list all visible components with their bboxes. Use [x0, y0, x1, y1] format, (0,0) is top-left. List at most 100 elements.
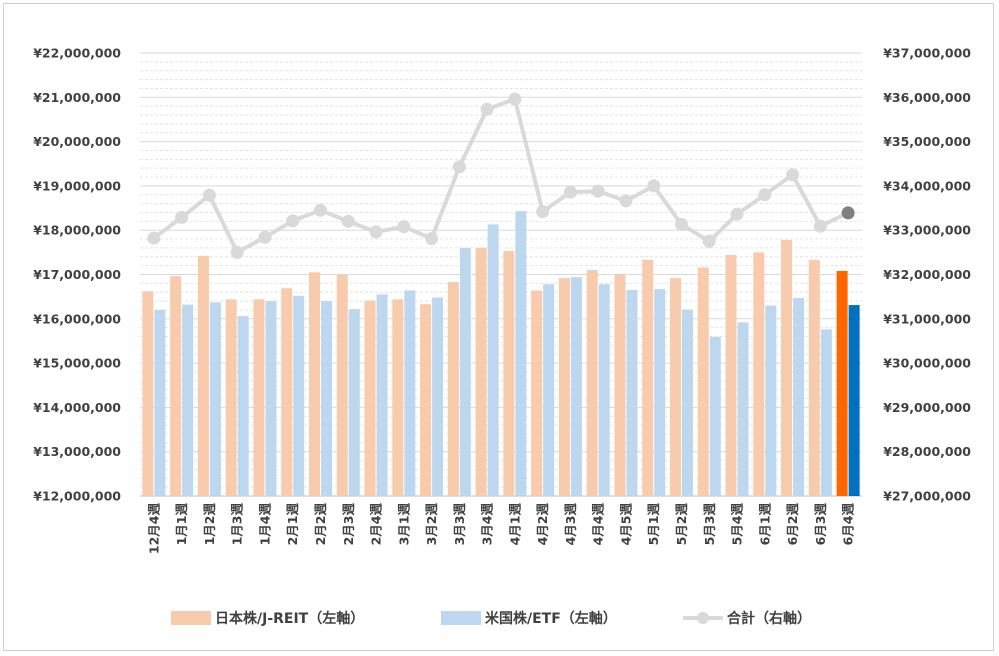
category-label: 2月4週: [369, 503, 384, 546]
left-tick-label: ¥22,000,000: [33, 46, 121, 61]
bar-jp: [281, 288, 293, 496]
category-label: 2月2週: [313, 503, 328, 546]
bar-us: [321, 301, 332, 496]
left-tick-label: ¥17,000,000: [33, 267, 121, 282]
right-tick-label: ¥27,000,000: [883, 489, 971, 504]
total-point: [702, 234, 716, 248]
bar-us: [654, 289, 666, 496]
total-point: [480, 102, 494, 116]
bar-jp: [670, 278, 681, 496]
left-tick-label: ¥18,000,000: [33, 223, 121, 238]
bar-us: [848, 305, 860, 496]
total-point: [675, 217, 688, 231]
bar-jp: [558, 278, 570, 496]
bar-jp: [420, 304, 432, 496]
category-label: 3月4週: [480, 503, 495, 546]
category-label: 6月3週: [813, 503, 828, 546]
legend-swatch-us: [441, 611, 481, 625]
total-point: [425, 232, 439, 246]
right-tick-label: ¥32,000,000: [883, 267, 971, 282]
category-labels: 12月4週 1月1週 1月2週 1月3週 1月4週 2月1週 2月2週 2月3週 2月4週 3月1…: [146, 503, 855, 555]
left-axis-ticks: ¥12,000,000 ¥13,000,000 ¥14,000,000 ¥15,000…: [33, 46, 121, 504]
left-tick-label: ¥21,000,000: [33, 90, 121, 105]
total-point: [147, 231, 161, 245]
legend-swatch-jp: [171, 611, 211, 625]
category-label: 2月1週: [285, 503, 300, 546]
bar-us: [376, 294, 388, 496]
bar-jp: [725, 255, 737, 496]
bar-us: [209, 302, 221, 496]
category-label: 5月1週: [646, 503, 661, 546]
category-label: 1月4週: [257, 503, 272, 546]
bar-jp: [170, 276, 182, 496]
total-point: [175, 210, 189, 224]
bar-jp: [142, 291, 154, 496]
category-label: 1月3週: [230, 503, 245, 546]
right-tick-label: ¥29,000,000: [883, 400, 971, 415]
category-label: 5月3週: [702, 503, 717, 546]
total-point: [758, 188, 772, 202]
bar-jp: [642, 259, 654, 496]
category-label: 6月2週: [785, 503, 800, 546]
right-tick-label: ¥36,000,000: [883, 90, 971, 105]
bar-jp: [392, 299, 404, 496]
category-label: 4月2週: [535, 503, 550, 546]
bar-us: [237, 316, 249, 496]
legend-item-jp[interactable]: 日本株/J-REIT（左軸）: [171, 610, 364, 627]
bar-us: [737, 322, 749, 496]
total-point: [202, 188, 216, 202]
legend-item-us[interactable]: 米国株/ETF（左軸）: [441, 610, 617, 627]
total-point: [452, 160, 466, 174]
bar-us: [598, 284, 610, 496]
bar-jp: [475, 247, 487, 496]
bar-us: [432, 297, 444, 496]
total-point: [813, 219, 827, 233]
right-tick-label: ¥34,000,000: [883, 178, 971, 193]
left-tick-label: ¥13,000,000: [33, 444, 121, 459]
bar-jp: [836, 270, 848, 496]
total-point: [647, 179, 661, 193]
bar-us: [570, 277, 582, 496]
category-label: 4月3週: [563, 503, 578, 546]
total-point: [619, 194, 633, 208]
bar-us: [487, 224, 499, 497]
total-point: [397, 220, 411, 234]
bar-us: [459, 247, 471, 496]
bar-jp: [614, 274, 626, 496]
right-tick-label: ¥37,000,000: [883, 46, 971, 61]
total-line-series: [147, 92, 855, 259]
left-tick-label: ¥12,000,000: [33, 489, 121, 504]
left-tick-label: ¥20,000,000: [33, 134, 121, 149]
left-tick-label: ¥19,000,000: [33, 178, 121, 193]
bar-jp: [531, 290, 543, 496]
right-tick-label: ¥35,000,000: [883, 134, 971, 149]
category-label: 5月2週: [674, 503, 689, 546]
right-tick-label: ¥30,000,000: [883, 356, 971, 371]
total-point: [258, 230, 272, 244]
total-point: [786, 168, 800, 182]
total-point: [230, 245, 244, 259]
total-point: [841, 206, 855, 220]
bar-jp: [697, 267, 709, 496]
bar-jp: [364, 300, 376, 496]
bar-us: [820, 329, 832, 496]
right-axis-ticks: ¥27,000,000 ¥28,000,000 ¥29,000,000 ¥30,000…: [883, 46, 971, 504]
category-label: 1月2週: [202, 503, 217, 546]
legend-label-jp: 日本株/J-REIT（左軸）: [215, 610, 364, 627]
category-label: 4月1週: [507, 503, 522, 546]
legend-label-us: 米国株/ETF（左軸）: [485, 610, 617, 627]
legend-item-total[interactable]: 合計（右軸）: [683, 610, 811, 627]
left-tick-label: ¥16,000,000: [33, 311, 121, 326]
bar-jp: [781, 239, 793, 497]
category-label: 5月4週: [730, 503, 745, 546]
bar-us: [765, 305, 777, 496]
bar-us: [515, 211, 527, 496]
bar-us: [709, 336, 721, 496]
category-label: 6月1週: [757, 503, 772, 546]
bar-us: [265, 301, 277, 496]
total-point: [536, 205, 550, 219]
left-tick-label: ¥14,000,000: [33, 400, 121, 415]
bar-us: [293, 295, 305, 496]
left-tick-label: ¥15,000,000: [33, 356, 121, 371]
